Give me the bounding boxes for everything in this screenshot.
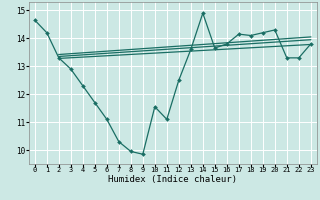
X-axis label: Humidex (Indice chaleur): Humidex (Indice chaleur) — [108, 175, 237, 184]
